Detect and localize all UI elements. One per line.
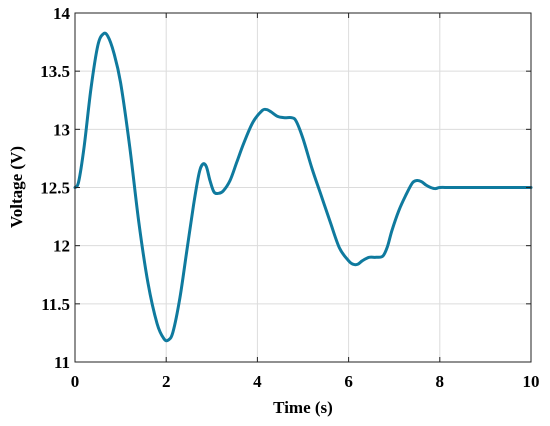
y-tick-label: 12 — [53, 237, 70, 256]
y-axis-title: Voltage (V) — [7, 146, 26, 228]
x-tick-label: 8 — [436, 372, 445, 391]
y-tick-label: 14 — [53, 4, 71, 23]
y-axis-ticks: 11 11.5 12 12.5 13 13.5 14 — [40, 4, 531, 372]
series-group — [73, 31, 533, 343]
x-axis-ticks: 0 2 4 6 8 10 — [71, 13, 540, 391]
x-axis-title: Time (s) — [273, 398, 333, 417]
x-tick-label: 10 — [523, 372, 540, 391]
x-tick-label: 4 — [253, 372, 262, 391]
y-tick-label: 13.5 — [40, 62, 70, 81]
x-tick-label: 6 — [344, 372, 353, 391]
y-tick-label: 13 — [53, 120, 70, 139]
y-tick-label: 11 — [54, 353, 70, 372]
x-tick-label: 2 — [162, 372, 171, 391]
x-tick-label: 0 — [71, 372, 80, 391]
y-tick-label: 11.5 — [41, 295, 70, 314]
y-tick-label: 12.5 — [40, 179, 70, 198]
voltage-series-line — [73, 31, 533, 343]
